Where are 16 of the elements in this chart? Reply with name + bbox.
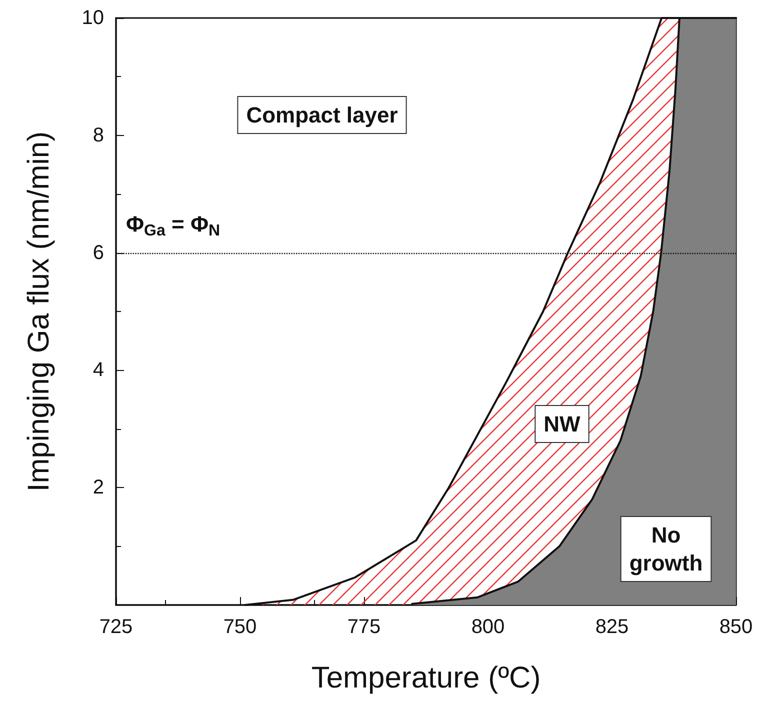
x-tick-label: 850	[719, 616, 753, 638]
x-tick-label: 825	[595, 616, 629, 638]
x-tick-label: 775	[347, 616, 381, 638]
y-axis-title: Impinging Ga flux (nm/min)	[22, 131, 56, 492]
y-tick-label: 2	[92, 476, 104, 499]
annotation: NW	[544, 412, 581, 436]
y-tick-label: 8	[92, 124, 104, 146]
y-tick-label: 4	[92, 359, 104, 382]
x-tick-label: 725	[99, 616, 133, 638]
annotation: No growth	[629, 522, 703, 576]
x-axis-title: Temperature (ºC)	[311, 662, 541, 694]
y-tick-label: 10	[82, 7, 104, 29]
x-tick-label: 800	[471, 616, 505, 638]
y-tick-label: 6	[92, 242, 104, 264]
annotation: Compact layer	[246, 102, 398, 128]
x-tick-label: 750	[223, 616, 257, 638]
